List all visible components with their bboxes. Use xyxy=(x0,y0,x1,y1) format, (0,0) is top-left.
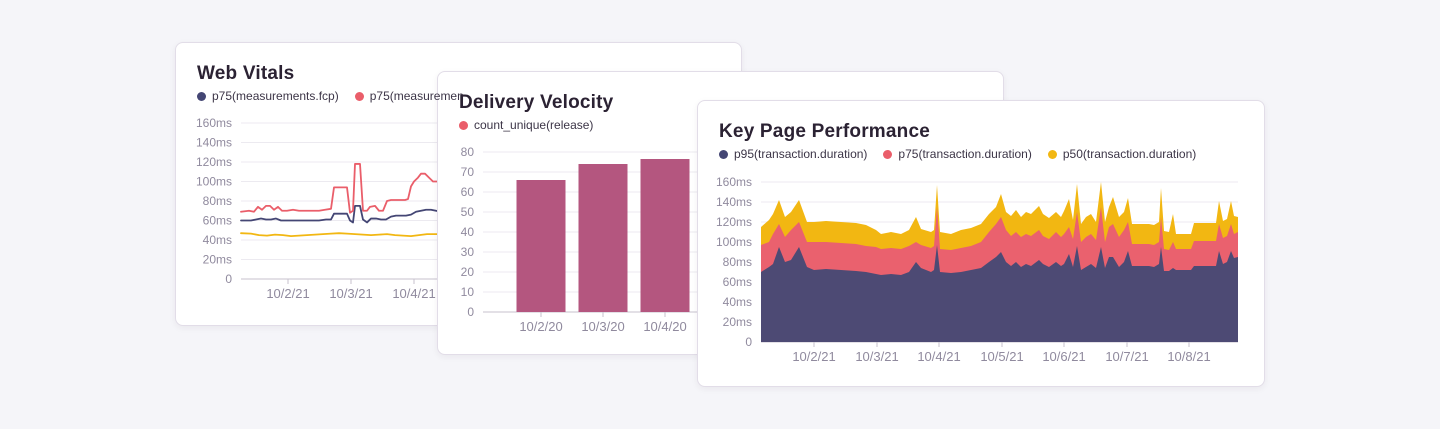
svg-text:0: 0 xyxy=(225,272,232,286)
key-page-performance-title: Key Page Performance xyxy=(719,121,930,142)
svg-text:10/7/21: 10/7/21 xyxy=(1105,349,1148,364)
legend-label: count_unique(release) xyxy=(474,118,594,132)
svg-text:20: 20 xyxy=(461,265,475,279)
legend-item[interactable]: p95(transaction.duration) xyxy=(719,147,867,161)
svg-text:140ms: 140ms xyxy=(196,136,232,150)
svg-text:10/3/21: 10/3/21 xyxy=(329,286,372,301)
legend-item[interactable]: p75(transaction.duration) xyxy=(883,147,1032,161)
key-page-performance-chart[interactable]: 0 20ms 40ms 60ms 80ms 100ms 120ms 140ms 160ms 10/… xyxy=(698,101,1266,388)
legend-item[interactable]: p75(measuremen xyxy=(354,89,464,103)
svg-text:10/2/21: 10/2/21 xyxy=(266,286,309,301)
svg-text:10/4/21: 10/4/21 xyxy=(917,349,960,364)
svg-text:160ms: 160ms xyxy=(716,175,752,189)
svg-text:120ms: 120ms xyxy=(196,155,232,169)
svg-text:160ms: 160ms xyxy=(196,116,232,130)
legend-label: p75(measurements.fcp) xyxy=(212,89,339,103)
delivery-velocity-legend: count_unique(release) xyxy=(459,118,1003,132)
svg-text:10/2/20: 10/2/20 xyxy=(519,319,562,334)
svg-text:70: 70 xyxy=(461,165,475,179)
key-page-performance-card[interactable]: Key Page Performance p95(transaction.dur… xyxy=(697,100,1265,387)
legend-dot-icon xyxy=(1047,149,1057,159)
svg-text:0: 0 xyxy=(467,305,474,319)
legend-item[interactable]: p75(measurements.fcp) xyxy=(197,89,339,103)
svg-text:120ms: 120ms xyxy=(716,215,752,229)
svg-text:80: 80 xyxy=(461,145,475,159)
svg-text:20ms: 20ms xyxy=(203,253,232,267)
legend-dot-icon xyxy=(354,91,364,101)
legend-dot-icon xyxy=(459,120,468,130)
legend-dot-icon xyxy=(197,91,206,101)
svg-text:50: 50 xyxy=(461,205,475,219)
delivery-velocity-title: Delivery Velocity xyxy=(459,92,614,113)
svg-text:60ms: 60ms xyxy=(723,275,752,289)
svg-text:100ms: 100ms xyxy=(716,235,752,249)
legend-label: p50(transaction.duration) xyxy=(1062,147,1197,161)
svg-text:10/4/20: 10/4/20 xyxy=(643,319,686,334)
svg-text:10/2/21: 10/2/21 xyxy=(792,349,835,364)
svg-text:60: 60 xyxy=(461,185,475,199)
svg-text:10/3/20: 10/3/20 xyxy=(581,319,624,334)
svg-text:10/8/21: 10/8/21 xyxy=(1167,349,1210,364)
svg-text:10/6/21: 10/6/21 xyxy=(1042,349,1085,364)
web-vitals-legend: p75(measurements.fcp) p75(measuremen xyxy=(197,89,741,103)
svg-text:100ms: 100ms xyxy=(196,175,232,189)
web-vitals-title: Web Vitals xyxy=(197,63,295,84)
svg-text:10: 10 xyxy=(461,285,475,299)
svg-text:10/3/21: 10/3/21 xyxy=(855,349,898,364)
svg-text:140ms: 140ms xyxy=(716,195,752,209)
svg-text:10/5/21: 10/5/21 xyxy=(980,349,1023,364)
legend-dot-icon xyxy=(719,149,728,159)
legend-item[interactable]: p50(transaction.duration) xyxy=(1047,147,1197,161)
svg-text:80ms: 80ms xyxy=(203,194,232,208)
svg-text:10/4/21: 10/4/21 xyxy=(392,286,435,301)
svg-text:40ms: 40ms xyxy=(723,295,752,309)
key-page-performance-legend: p95(transaction.duration) p75(transaction… xyxy=(719,147,1264,161)
svg-text:80ms: 80ms xyxy=(723,255,752,269)
legend-dot-icon xyxy=(883,149,893,159)
svg-text:60ms: 60ms xyxy=(203,214,232,228)
svg-text:0: 0 xyxy=(745,335,752,349)
legend-label: p95(transaction.duration) xyxy=(734,147,868,161)
legend-label: p75(measuremen xyxy=(369,89,464,103)
svg-text:40: 40 xyxy=(461,225,475,239)
delivery-velocity-chart[interactable]: 0 10 20 30 40 50 60 70 80 10/2/20 10/3/20 10/4/20 xyxy=(438,72,1005,356)
svg-text:30: 30 xyxy=(461,245,475,259)
legend-item[interactable]: count_unique(release) xyxy=(459,118,593,132)
svg-text:20ms: 20ms xyxy=(723,315,752,329)
legend-label: p75(transaction.duration) xyxy=(898,147,1032,161)
svg-text:40ms: 40ms xyxy=(203,233,232,247)
